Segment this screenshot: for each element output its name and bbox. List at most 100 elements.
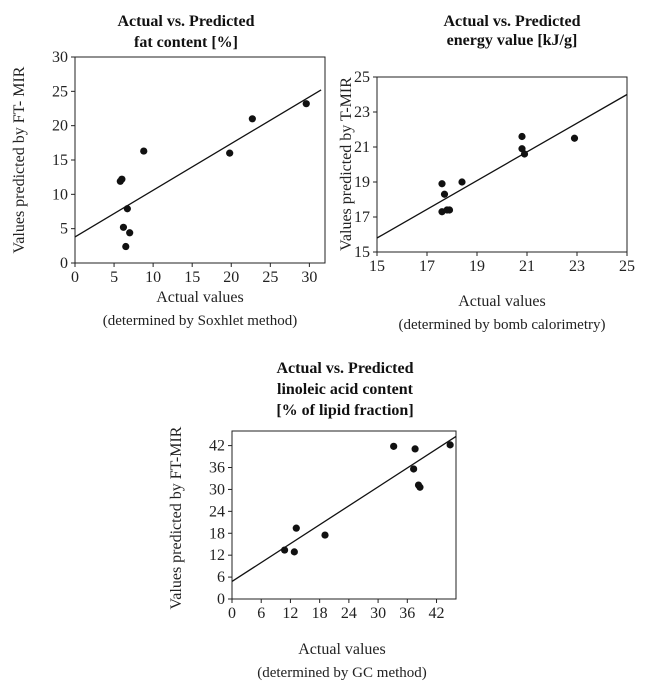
- y-tick-label: 15: [52, 152, 68, 169]
- x-tick-label: 21: [519, 258, 535, 275]
- y-tick-label: 0: [60, 255, 68, 272]
- data-point: [570, 134, 579, 142]
- x-axis-label: Actual values: [156, 289, 244, 306]
- y-tick-label: 19: [354, 174, 370, 191]
- chart-title-line-1: Actual vs. Predicted: [443, 13, 580, 30]
- x-axis-sublabel: (determined by GC method): [257, 665, 427, 681]
- y-axis-label: Values predicted by FT- MIR: [11, 66, 28, 253]
- x-ticks: 0 6 12 18 24 30 36 42: [228, 599, 445, 622]
- y-ticks: 0 5 10 15 20 25 30: [52, 49, 75, 272]
- y-tick-label: 25: [354, 69, 370, 86]
- data-points: [438, 132, 579, 216]
- data-point: [123, 205, 131, 213]
- y-tick-label: 18: [209, 525, 225, 542]
- x-axis-sublabel: (determined by Soxhlet method): [103, 313, 298, 329]
- data-point: [440, 190, 449, 198]
- x-tick-label: 0: [228, 605, 236, 622]
- data-point: [410, 465, 418, 473]
- chart-title-line-1: Actual vs. Predicted: [117, 13, 254, 30]
- data-point: [119, 223, 128, 231]
- x-tick-label: 23: [569, 258, 585, 275]
- y-tick-label: 42: [209, 438, 225, 455]
- x-tick-label: 20: [223, 269, 239, 286]
- x-tick-label: 36: [399, 605, 415, 622]
- data-point: [321, 531, 329, 539]
- data-point: [292, 524, 300, 532]
- y-tick-label: 30: [209, 481, 225, 498]
- x-tick-label: 6: [257, 605, 265, 622]
- x-tick-label: 42: [429, 605, 445, 622]
- x-tick-label: 18: [312, 605, 328, 622]
- y-tick-label: 20: [52, 118, 68, 135]
- x-ticks: 15 17 19 21 23 25: [369, 252, 635, 275]
- data-points: [116, 100, 310, 251]
- y-axis-label: Values predicted by FT-MIR: [168, 426, 185, 609]
- x-tick-label: 12: [282, 605, 298, 622]
- y-ticks: 0 6 12 18 24 30 36 42: [209, 438, 232, 608]
- y-tick-label: 25: [52, 83, 68, 100]
- x-axis-sublabel: (determined by bomb calorimetry): [398, 317, 605, 333]
- x-tick-label: 10: [145, 269, 161, 286]
- y-ticks: 15 17 19 21 23 25: [354, 69, 377, 261]
- y-tick-label: 23: [354, 104, 370, 121]
- x-tick-label: 30: [370, 605, 386, 622]
- data-point: [520, 150, 529, 158]
- chart-fat-content: Actual vs. Predicted fat content [%] 0 5 1…: [11, 13, 326, 329]
- chart-title-line-1: Actual vs. Predicted: [276, 360, 413, 377]
- chart-title-line-2: fat content [%]: [134, 34, 238, 51]
- y-axis-label: Values predicted by T-MIR: [338, 77, 355, 251]
- y-tick-label: 12: [209, 547, 225, 564]
- data-point: [280, 546, 289, 554]
- x-tick-label: 5: [110, 269, 118, 286]
- chart-title-line-2: linoleic acid content: [277, 381, 414, 398]
- data-point: [140, 147, 148, 155]
- x-axis-label: Actual values: [458, 293, 546, 310]
- chart-title-line-3: [% of lipid fraction]: [276, 402, 413, 419]
- plot-frame: [74, 56, 326, 264]
- x-tick-label: 19: [469, 258, 485, 275]
- data-point: [446, 441, 454, 449]
- x-tick-label: 15: [184, 269, 200, 286]
- y-tick-label: 15: [354, 244, 370, 261]
- regression-line: [231, 435, 457, 583]
- x-tick-label: 25: [619, 258, 635, 275]
- data-point: [445, 206, 454, 214]
- x-tick-label: 24: [341, 605, 357, 622]
- data-point: [518, 132, 526, 141]
- data-point: [248, 115, 256, 123]
- data-point: [290, 548, 298, 556]
- y-tick-label: 36: [209, 460, 225, 477]
- x-tick-label: 15: [369, 258, 385, 275]
- data-point: [118, 175, 126, 183]
- regression-line: [376, 93, 628, 239]
- y-tick-label: 30: [52, 49, 68, 66]
- y-tick-label: 10: [52, 186, 68, 203]
- x-tick-label: 25: [262, 269, 278, 286]
- plot-frame: [231, 430, 457, 600]
- y-tick-label: 17: [354, 209, 370, 226]
- data-points: [280, 441, 454, 556]
- data-point: [411, 445, 419, 453]
- data-point: [126, 229, 134, 237]
- data-point: [226, 149, 234, 157]
- chart-title-line-2: energy value [kJ/g]: [447, 32, 578, 49]
- y-tick-label: 21: [354, 139, 370, 156]
- y-tick-label: 5: [60, 221, 68, 238]
- chart-linoleic-acid: Actual vs. Predicted linoleic acid conte…: [168, 360, 457, 681]
- data-point: [416, 483, 424, 491]
- y-tick-label: 24: [209, 503, 225, 520]
- x-tick-label: 17: [419, 258, 435, 275]
- x-tick-label: 0: [71, 269, 79, 286]
- regression-line: [74, 89, 322, 238]
- x-ticks: 0 5 10 15 20 25 30: [71, 263, 317, 286]
- data-point: [390, 442, 398, 450]
- x-tick-label: 30: [301, 269, 317, 286]
- chart-energy-value: Actual vs. Predicted energy value [kJ/g]…: [338, 13, 635, 333]
- data-point: [302, 100, 310, 108]
- data-point: [122, 242, 130, 251]
- data-point: [458, 178, 466, 186]
- plot-frame: [376, 76, 628, 253]
- x-axis-label: Actual values: [298, 641, 386, 658]
- y-tick-label: 0: [217, 591, 225, 608]
